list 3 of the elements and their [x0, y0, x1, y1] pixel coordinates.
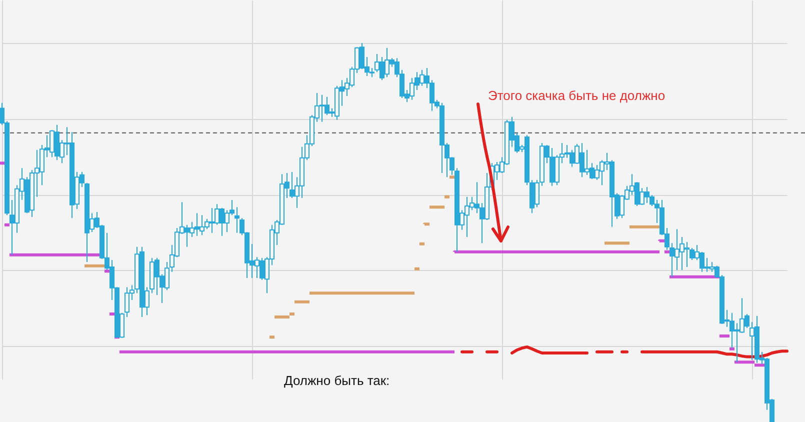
candlestick [234, 206, 240, 234]
annotation: Этого скачка быть не должно [488, 88, 666, 103]
annotation: Должно быть так: [284, 373, 390, 388]
